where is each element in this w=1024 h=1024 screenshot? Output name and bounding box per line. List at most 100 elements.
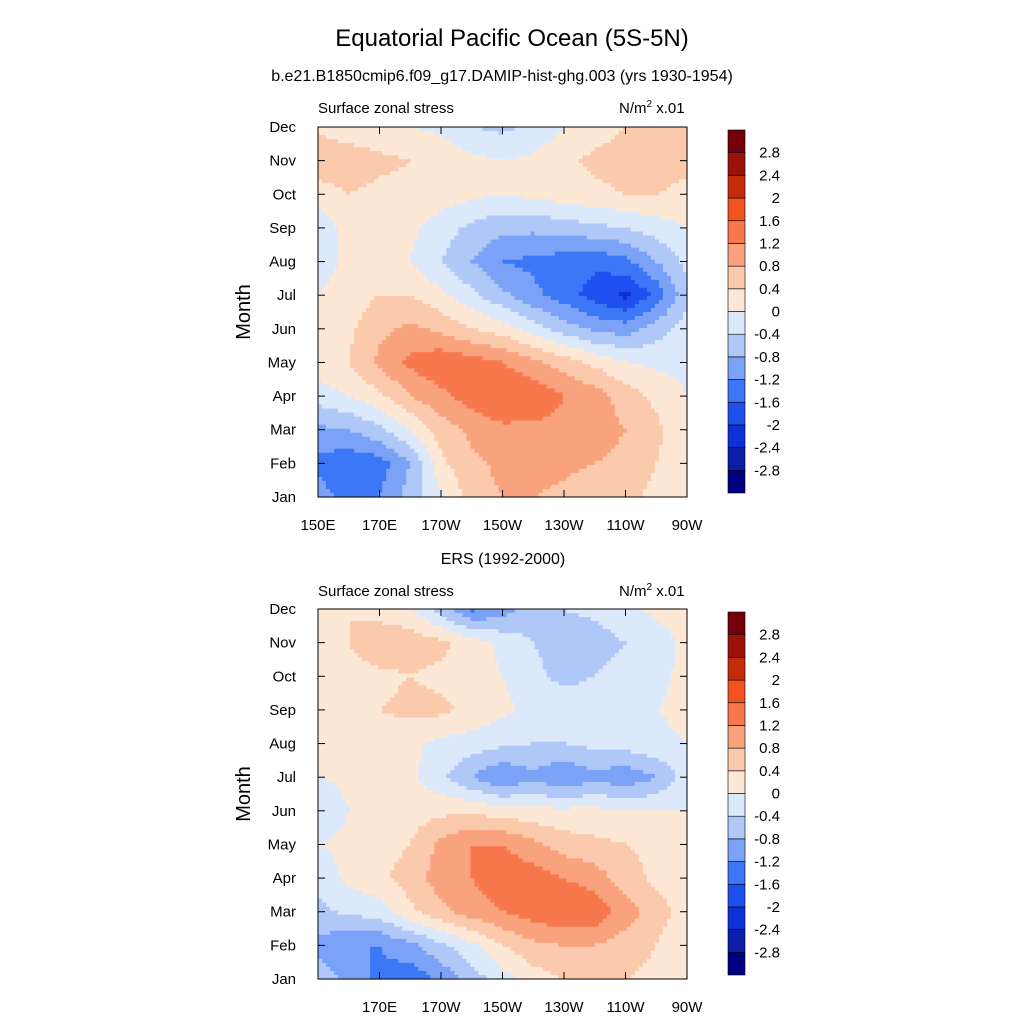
contour-cell — [482, 336, 488, 341]
contour-cell — [646, 183, 652, 188]
contour-cell — [490, 299, 496, 305]
contour-cell — [662, 171, 668, 176]
contour-cell — [602, 143, 608, 148]
contour-cell — [402, 279, 407, 285]
contour-cell — [342, 215, 347, 221]
contour-cell — [358, 219, 363, 225]
contour-cell — [590, 328, 596, 333]
contour-cell — [646, 191, 652, 196]
contour-cell — [654, 179, 660, 184]
contour-cell — [582, 163, 588, 168]
contour-cell — [398, 135, 403, 140]
contour-cell — [606, 283, 612, 289]
contour-cell — [574, 219, 580, 225]
contour-cell — [522, 291, 528, 297]
contour-cell — [342, 328, 347, 333]
contour-cell — [326, 291, 331, 297]
contour-cell — [518, 127, 524, 132]
contour-cell — [474, 219, 480, 225]
contour-cell — [638, 271, 644, 277]
contour-cell — [342, 175, 347, 180]
contour-cell — [678, 303, 684, 309]
contour-cell — [318, 159, 323, 164]
contour-cell — [462, 155, 467, 160]
contour-cell — [586, 179, 592, 184]
contour-cell — [478, 175, 484, 180]
contour-cell — [642, 251, 648, 257]
contour-cell — [422, 275, 427, 281]
contour-cell — [542, 255, 548, 261]
contour-cell — [542, 183, 548, 188]
contour-cell — [566, 328, 572, 333]
contour-cell — [402, 239, 407, 245]
contour-cell — [614, 303, 620, 309]
contour-cell — [394, 287, 399, 293]
contour-cell — [538, 328, 544, 333]
contour-cell — [518, 324, 524, 329]
contour-cell — [454, 223, 459, 229]
contour-cell — [434, 243, 439, 249]
contour-cell — [510, 251, 516, 257]
contour-cell — [334, 231, 339, 237]
contour-cell — [378, 344, 383, 349]
contour-cell — [418, 139, 423, 144]
contour-cell — [610, 320, 616, 325]
contour-cell — [438, 163, 443, 168]
contour-cell — [630, 139, 636, 144]
contour-cell — [326, 279, 331, 285]
contour-cell — [462, 283, 467, 289]
contour-cell — [606, 127, 612, 132]
contour-cell — [422, 151, 427, 156]
contour-cell — [654, 247, 660, 253]
contour-cell — [450, 255, 455, 261]
contour-cell — [642, 336, 648, 341]
contour-cell — [554, 283, 560, 289]
contour-cell — [678, 279, 684, 285]
contour-cell — [514, 183, 520, 188]
contour-cell — [458, 135, 463, 140]
contour-cell — [322, 299, 327, 305]
contour-cell — [454, 219, 459, 225]
contour-cell — [582, 219, 588, 225]
contour-cell — [458, 147, 463, 152]
contour-cell — [482, 287, 488, 293]
contour-cell — [486, 227, 492, 233]
contour-cell — [634, 287, 640, 293]
contour-cell — [410, 291, 415, 297]
contour-cell — [526, 203, 532, 209]
contour-cell — [370, 344, 375, 349]
contour-cell — [570, 135, 576, 140]
contour-cell — [326, 299, 331, 305]
contour-cell — [386, 163, 391, 168]
contour-cell — [366, 336, 371, 341]
contour-cell — [622, 215, 628, 221]
contour-cell — [334, 211, 339, 217]
contour-cell — [450, 243, 455, 249]
contour-cell — [586, 336, 592, 341]
contour-cell — [434, 171, 439, 176]
contour-cell — [502, 183, 508, 188]
contour-cell — [622, 303, 628, 309]
contour-cell — [554, 336, 560, 341]
contour-cell — [322, 239, 327, 245]
contour-cell — [654, 283, 660, 289]
contour-cell — [570, 203, 576, 209]
contour-cell — [334, 271, 339, 277]
contour-cell — [486, 195, 492, 200]
contour-cell — [346, 324, 351, 329]
contour-cell — [350, 231, 355, 237]
contour-cell — [450, 271, 455, 277]
contour-cell — [522, 167, 528, 172]
panel-model: b.e21.B1850cmip6.f09_g17.DAMIP-hist-ghg.… — [233, 68, 780, 534]
contour-cell — [510, 243, 516, 249]
contour-cell — [606, 255, 612, 261]
contour-cell — [506, 203, 512, 209]
contour-cell — [562, 131, 568, 136]
contour-cell — [418, 155, 423, 160]
contour-cell — [614, 163, 620, 168]
contour-cell — [362, 235, 367, 241]
contour-cell — [366, 195, 371, 200]
contour-cell — [390, 271, 395, 277]
contour-cell — [334, 175, 339, 180]
contour-cell — [554, 135, 560, 140]
